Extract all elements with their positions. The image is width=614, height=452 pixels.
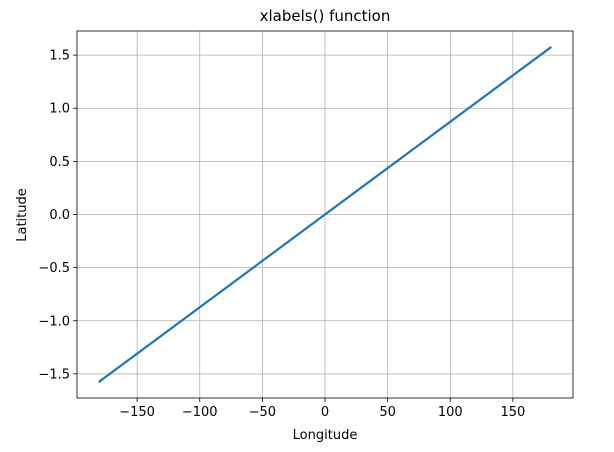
y-tick-label: −1.0: [38, 314, 70, 329]
x-tick-label: 50: [379, 405, 396, 420]
x-tick-label: −50: [249, 405, 276, 420]
chart-title: xlabels() function: [260, 7, 391, 25]
x-tick-label: 150: [500, 405, 525, 420]
y-tick-label: −0.5: [38, 261, 70, 276]
x-tick-label: −100: [182, 405, 218, 420]
series-layer: [98, 46, 552, 383]
y-tick-label: 0.5: [49, 155, 70, 170]
x-axis-label: Longitude: [293, 428, 358, 443]
x-tick-label: 100: [438, 405, 463, 420]
ticks: −150 −100 −50 0 50 100 150 −1.5 −1.0 −0.5 0.0 0.5 1.…: [38, 49, 525, 420]
series-line-0: [98, 46, 552, 383]
y-tick-label: −1.5: [38, 367, 70, 382]
x-tick-label: −150: [119, 405, 155, 420]
y-tick-label: 0.0: [49, 208, 70, 223]
y-tick-label: 1.0: [49, 102, 70, 117]
y-tick-label: 1.5: [49, 49, 70, 64]
y-axis-label: Latitude: [15, 188, 30, 242]
x-tick-label: 0: [321, 405, 329, 420]
